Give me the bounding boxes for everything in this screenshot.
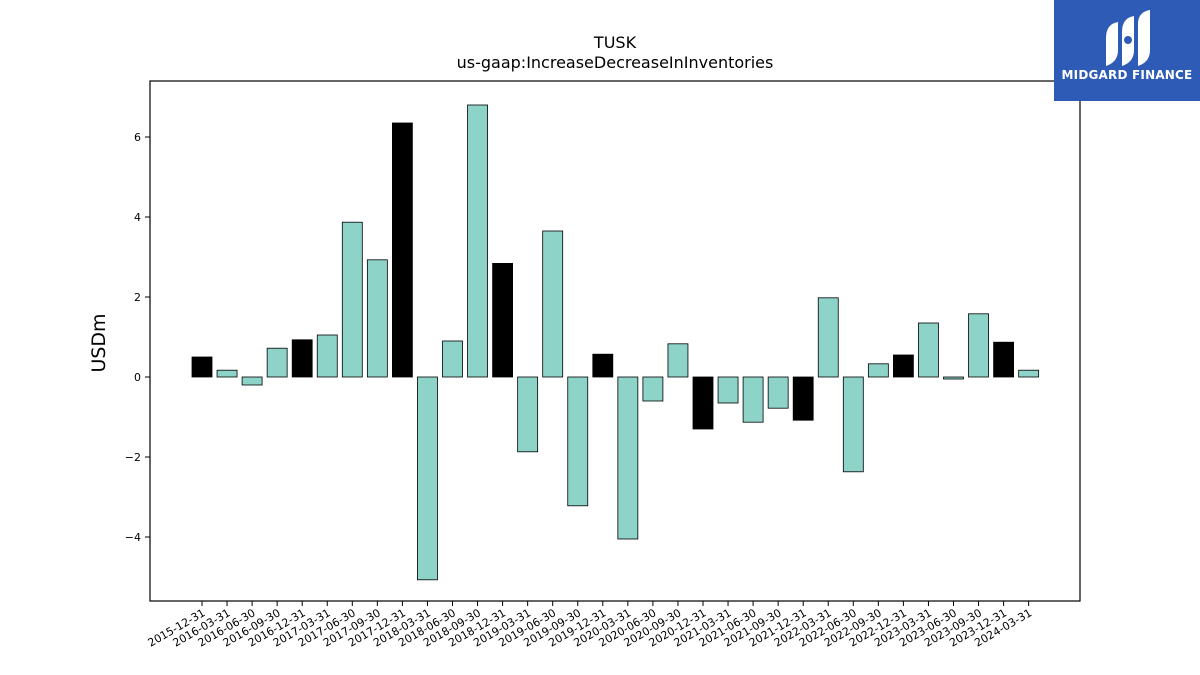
- bar-2024-03-31: [1018, 369, 1040, 378]
- bars-group: [191, 104, 1040, 581]
- chart-subtitle: us-gaap:IncreaseDecreaseInInventories: [457, 53, 774, 72]
- bar-2018-12-31: [492, 262, 514, 378]
- bar-2022-12-31: [893, 354, 914, 378]
- bar-2016-03-31: [216, 369, 238, 378]
- bar-2023-09-30: [968, 313, 989, 378]
- bar-2021-06-30: [742, 376, 764, 423]
- bar-2022-03-31: [817, 297, 839, 378]
- x-axis: 2015-12-312016-03-312016-06-302016-09-30…: [146, 601, 1034, 650]
- bar-2019-09-30: [567, 376, 589, 507]
- chart-title: TUSK: [593, 33, 637, 52]
- bar-2016-06-30: [241, 376, 263, 386]
- bar-2022-06-30: [842, 376, 864, 473]
- y-tick-label: −2: [125, 451, 141, 464]
- bar-2017-12-31: [391, 122, 413, 378]
- y-axis-label: USDm: [88, 313, 110, 372]
- bar-2023-06-30: [943, 376, 964, 380]
- y-tick-label: 0: [134, 371, 141, 384]
- midgard-finance-logo: MIDGARD FINANCE: [1054, 0, 1200, 101]
- bar-2021-12-31: [792, 376, 814, 421]
- bar-2017-09-30: [366, 259, 388, 378]
- bar-2018-06-30: [442, 340, 463, 378]
- bar-2019-12-31: [592, 353, 614, 378]
- bar-2019-06-30: [542, 230, 564, 378]
- bar-2020-09-30: [667, 343, 689, 378]
- y-axis: −4 −2 0 2 4 6: [125, 131, 150, 544]
- bar-2018-09-30: [467, 104, 488, 378]
- y-tick-label: 4: [134, 211, 141, 224]
- bar-2020-12-31: [692, 376, 714, 430]
- plot-frame: [149, 80, 1081, 602]
- y-tick-label: −4: [125, 531, 141, 544]
- bar-2016-09-30: [266, 347, 288, 378]
- bar-2019-03-31: [517, 376, 539, 453]
- bar-2021-09-30: [767, 376, 789, 409]
- bar-2017-06-30: [341, 221, 363, 378]
- bar-2020-03-31: [617, 376, 639, 540]
- bar-2017-03-31: [316, 334, 338, 378]
- logo-mark-icon: [1106, 10, 1150, 66]
- bar-2020-06-30: [642, 376, 664, 402]
- bar-2016-12-31: [291, 339, 313, 378]
- bar-2018-03-31: [417, 376, 438, 581]
- y-tick-label: 2: [134, 291, 141, 304]
- bar-2022-09-30: [867, 363, 889, 378]
- bar-2015-12-31: [191, 356, 213, 378]
- bar-2021-03-31: [717, 376, 739, 404]
- bar-2023-03-31: [918, 322, 939, 378]
- y-tick-label: 6: [134, 131, 141, 144]
- logo-text: MIDGARD FINANCE: [1061, 68, 1193, 82]
- bar-2023-12-31: [993, 341, 1014, 378]
